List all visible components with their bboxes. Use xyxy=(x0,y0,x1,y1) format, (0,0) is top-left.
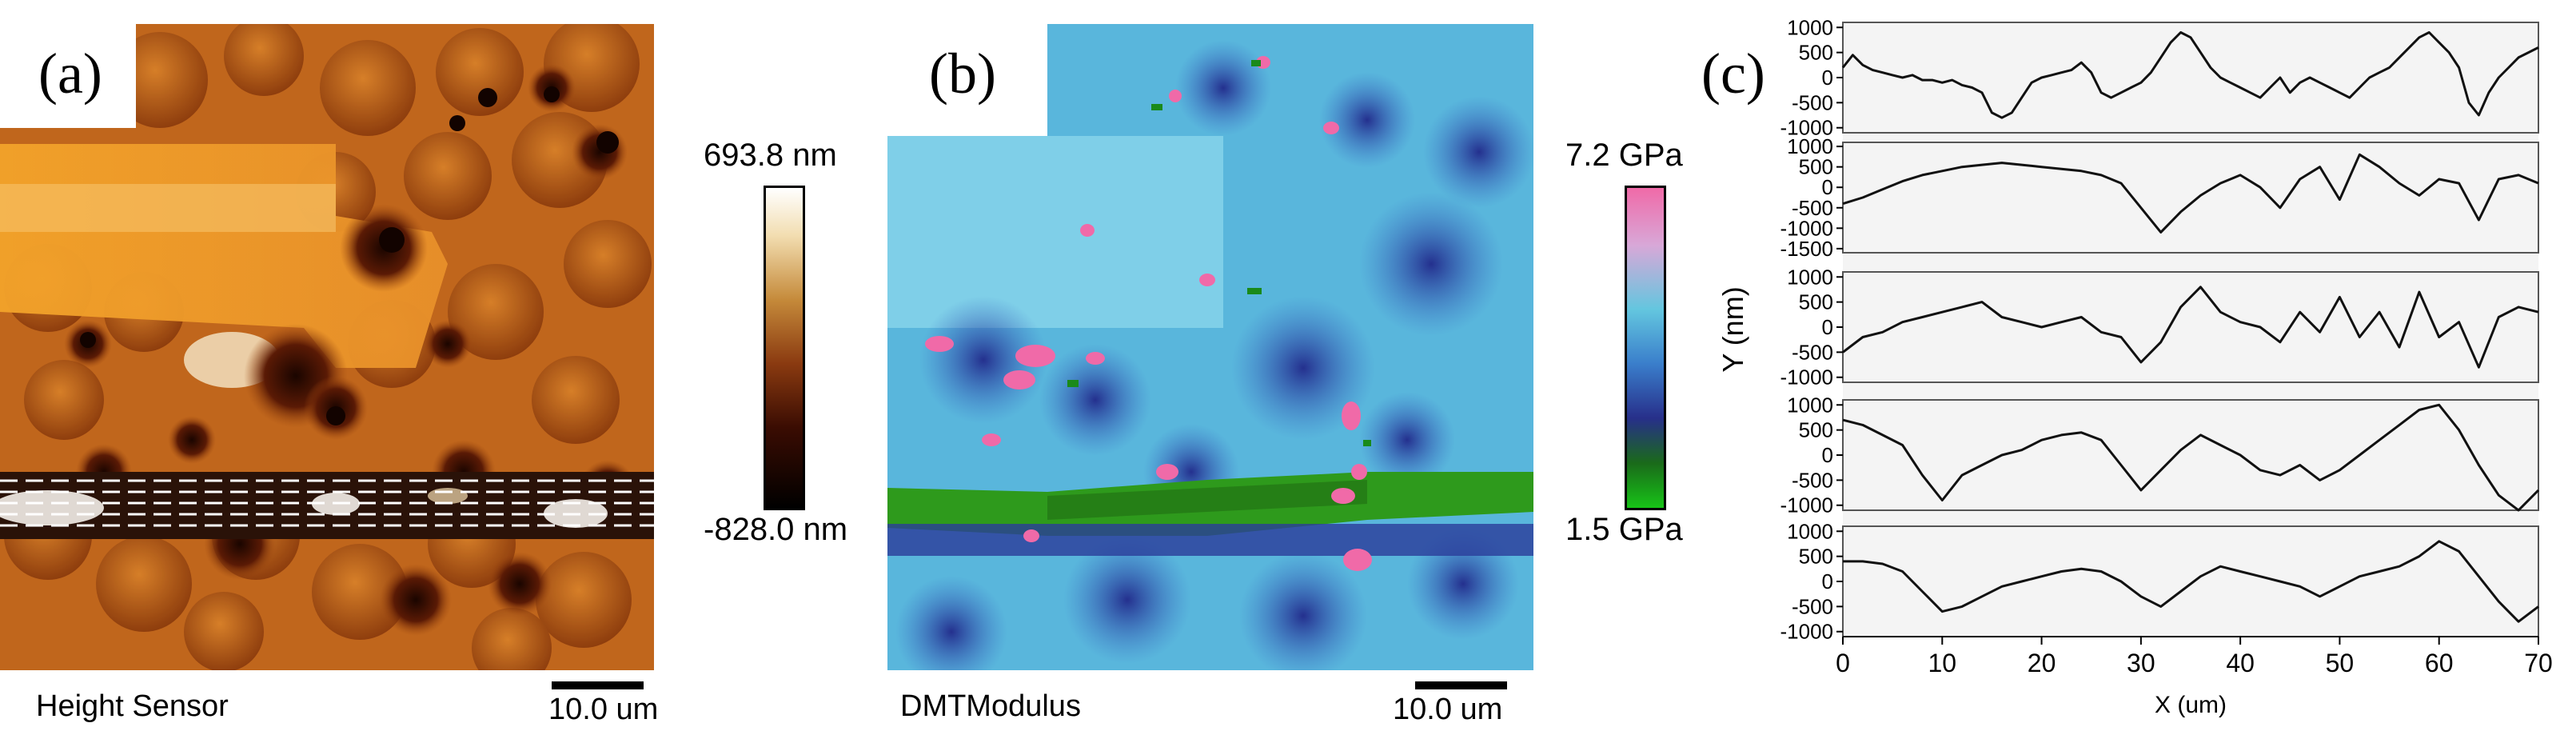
dmt-modulus-map xyxy=(887,24,1533,670)
profile-line-5 xyxy=(1843,540,2539,623)
y-tick-label: -500 xyxy=(1792,594,1833,618)
y-tick-label: 1000 xyxy=(1787,265,1833,289)
y-tick-label: -500 xyxy=(1792,340,1833,364)
y-tick-label: 500 xyxy=(1799,290,1833,314)
y-tick-label: 0 xyxy=(1822,66,1833,90)
y-tick-label: 1000 xyxy=(1787,393,1833,417)
y-tick-label: 1000 xyxy=(1787,134,1833,158)
y-tick-label: 1000 xyxy=(1787,519,1833,543)
y-tick-label: -500 xyxy=(1792,196,1833,220)
height-colorbar-min: -828.0 nm xyxy=(704,512,848,547)
y-tick-label: 0 xyxy=(1822,569,1833,593)
panel-a-caption: Height Sensor xyxy=(36,689,229,723)
y-tick-label: -1500 xyxy=(1780,237,1834,261)
panel-a-label: (a) xyxy=(30,40,110,107)
panel-b-caption: DMTModulus xyxy=(900,689,1081,723)
subplot-frame-2 xyxy=(1842,142,2539,254)
x-tick-label: 50 xyxy=(2326,649,2355,677)
y-tick-label: 0 xyxy=(1822,175,1833,199)
y-tick-label: 500 xyxy=(1799,155,1833,179)
y-axis-title: Y (nm) xyxy=(1719,286,1749,372)
panel-c-label: (c) xyxy=(1693,40,1773,107)
height-colorbar xyxy=(764,186,805,510)
x-tick-label: 60 xyxy=(2425,649,2454,677)
panel-b-scalebar xyxy=(1415,681,1507,689)
panel-a-caption-bar xyxy=(0,670,654,751)
y-tick-label: -1000 xyxy=(1780,620,1834,644)
x-tick-label: 70 xyxy=(2524,649,2553,677)
panel-a-scalebar-label: 10.0 um xyxy=(548,693,659,726)
x-tick-label: 20 xyxy=(2028,649,2056,677)
profile-line-2 xyxy=(1842,153,2539,234)
panel-a-scalebar xyxy=(552,681,644,689)
y-tick-label: -500 xyxy=(1792,90,1833,114)
y-tick-label: 500 xyxy=(1799,418,1833,442)
y-tick-label: 500 xyxy=(1799,545,1833,569)
modulus-colorbar xyxy=(1625,186,1666,510)
y-tick-label: 1000 xyxy=(1787,15,1833,39)
y-tick-label: -1000 xyxy=(1780,116,1834,140)
height-sensor-map xyxy=(0,24,654,670)
modulus-map-image xyxy=(887,24,1533,670)
height-map-image xyxy=(0,24,654,670)
x-tick-label: 40 xyxy=(2226,649,2255,677)
x-axis-title: X (um) xyxy=(2155,692,2227,718)
x-tick-label: 10 xyxy=(1928,649,1956,677)
y-tick-label: -1000 xyxy=(1780,216,1834,240)
profile-line-3 xyxy=(1842,286,2539,369)
height-colorbar-max: 693.8 nm xyxy=(704,138,837,173)
y-tick-label: 500 xyxy=(1799,41,1833,65)
y-tick-label: 0 xyxy=(1822,443,1833,467)
x-tick-label: 0 xyxy=(1836,649,1850,677)
panel-b-scalebar-label: 10.0 um xyxy=(1393,693,1503,726)
height-profile-chart: 10005000-500-100010005000-500-1000-15001… xyxy=(1719,15,2553,718)
plot-background xyxy=(1843,22,2538,637)
y-tick-label: -500 xyxy=(1792,468,1833,492)
modulus-colorbar-min: 1.5 GPa xyxy=(1565,512,1683,547)
y-tick-label: 0 xyxy=(1822,315,1833,339)
profile-line-1 xyxy=(1841,31,2539,119)
y-tick-label: -1000 xyxy=(1780,493,1834,517)
panel-b-label: (b) xyxy=(921,40,1004,107)
profile-line-4 xyxy=(1842,403,2540,512)
x-tick-label: 30 xyxy=(2127,649,2155,677)
modulus-colorbar-max: 7.2 GPa xyxy=(1565,138,1683,173)
y-tick-label: -1000 xyxy=(1780,366,1834,389)
